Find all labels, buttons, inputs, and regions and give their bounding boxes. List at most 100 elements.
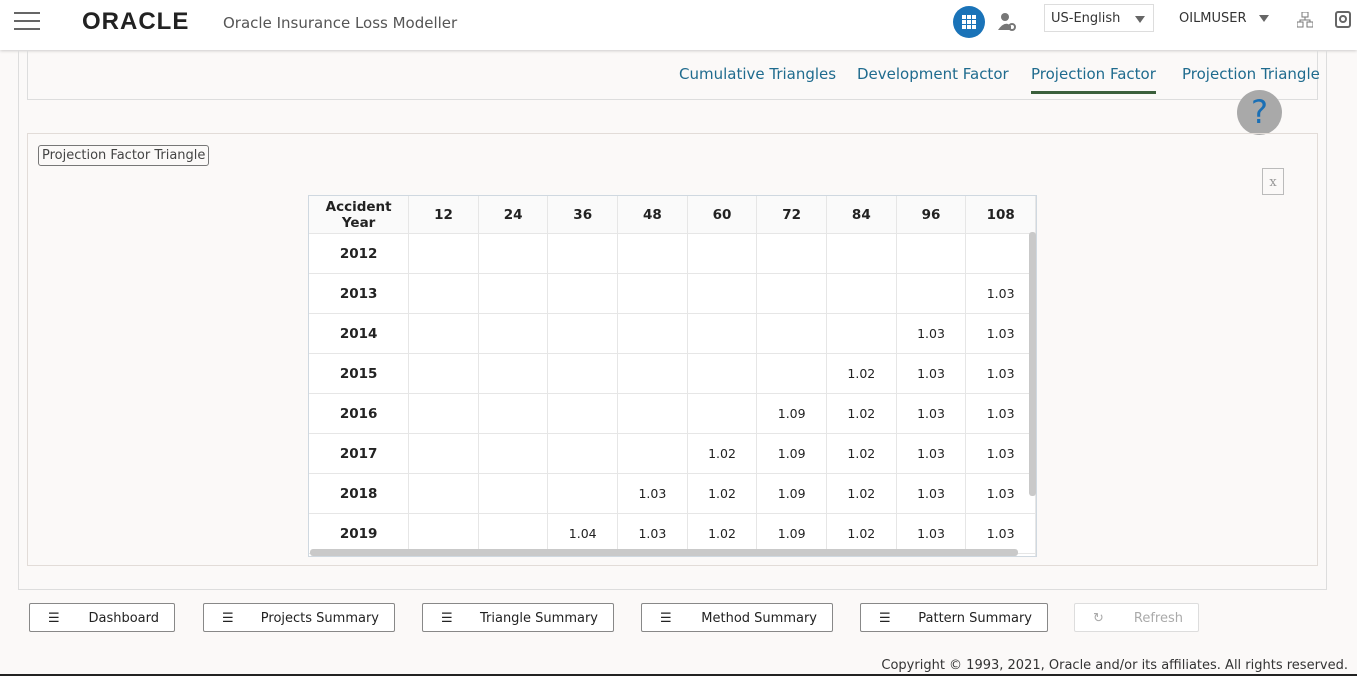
table-row: 2014 1.03 1.03 [309, 313, 1036, 354]
cell: 1.02 [687, 473, 758, 514]
export-excel-icon[interactable]: x [1262, 168, 1284, 195]
language-select[interactable]: US-English [1044, 4, 1154, 32]
refresh-icon: ↻ [1093, 611, 1104, 626]
menu-icon[interactable] [14, 10, 40, 32]
cell [478, 513, 549, 554]
cell: 1.09 [756, 473, 827, 514]
button-label: Triangle Summary [479, 611, 598, 626]
button[interactable]: ☰ Method Summary [641, 603, 833, 632]
table-row: 2016 1.09 1.02 1.03 1.03 [309, 393, 1036, 434]
cell [478, 273, 549, 314]
user-menu[interactable]: OILMUSER [1179, 11, 1269, 26]
column-header: 48 [617, 196, 688, 234]
app-title: Oracle Insurance Loss Modeller [223, 14, 458, 32]
cell [408, 433, 479, 474]
button[interactable]: ☰ Pattern Summary [860, 603, 1048, 632]
hierarchy-icon[interactable] [1297, 12, 1313, 28]
row-header: 2013 [309, 273, 410, 314]
row-header: 2018 [309, 473, 410, 514]
cell [547, 473, 619, 514]
column-header: 12 [408, 196, 479, 234]
table-row: 2013 1.03 [309, 273, 1036, 314]
cell [896, 273, 967, 314]
apps-icon[interactable] [953, 6, 985, 38]
cell: 1.02 [826, 353, 897, 394]
button-label: Pattern Summary [918, 611, 1032, 626]
cell: 1.03 [896, 353, 967, 394]
cell [408, 233, 479, 274]
user-name: OILMUSER [1179, 11, 1247, 26]
header: ORACLE Oracle Insurance Loss Modeller US… [0, 0, 1357, 50]
column-header: 24 [478, 196, 549, 234]
cell [756, 233, 827, 274]
cell: 1.03 [965, 353, 1036, 394]
list-icon: ☰ [48, 611, 60, 626]
content-frame [18, 50, 1327, 590]
column-header: 72 [756, 196, 827, 234]
cell: 1.03 [965, 473, 1036, 514]
vertical-scrollbar[interactable] [1029, 232, 1036, 496]
cell [547, 273, 619, 314]
cell: 1.09 [756, 433, 827, 474]
cell [547, 433, 619, 474]
horizontal-scrollbar[interactable] [310, 549, 1018, 556]
user-settings-icon[interactable] [998, 12, 1016, 32]
row-header: 2012 [309, 233, 410, 274]
header-row: Accident Year 12 24 36 48 60 72 84 96 108 [309, 196, 1036, 234]
cell [478, 233, 549, 274]
cell: 1.02 [826, 513, 897, 554]
button-label: Dashboard [88, 611, 159, 626]
cell: 1.03 [965, 433, 1036, 474]
cell [617, 233, 688, 274]
row-header: 2014 [309, 313, 410, 354]
cell [408, 393, 479, 434]
button-label: Projects Summary [260, 611, 379, 626]
cell [826, 233, 897, 274]
button[interactable]: ☰ Triangle Summary [422, 603, 614, 632]
cell [478, 433, 549, 474]
cell: 1.03 [965, 393, 1036, 434]
cell [547, 233, 619, 274]
panel-title: Projection Factor Triangle [38, 145, 210, 166]
cell [687, 233, 758, 274]
column-header: Accident Year [309, 196, 410, 234]
cell: 1.09 [756, 393, 827, 434]
logout-icon[interactable] [1335, 11, 1351, 28]
row-header: 2016 [309, 393, 410, 434]
cell [687, 273, 758, 314]
cell [617, 433, 688, 474]
list-icon: ☰ [441, 611, 453, 626]
cell [617, 353, 688, 394]
cell [756, 273, 827, 314]
button: ↻ Refresh [1074, 603, 1199, 632]
cell [408, 353, 479, 394]
cell [478, 473, 549, 514]
cell [826, 273, 897, 314]
cell [547, 393, 619, 434]
tab[interactable]: Development Factor [857, 65, 1009, 83]
cell: 1.03 [617, 473, 688, 514]
row-header: 2017 [309, 433, 410, 474]
language: US-English [1051, 11, 1121, 26]
cell: 1.03 [896, 393, 967, 434]
tab[interactable]: Cumulative Triangles [679, 65, 837, 83]
table-row: 2015 1.02 1.03 1.03 [309, 353, 1036, 394]
cell: 1.09 [756, 513, 827, 554]
cell [896, 233, 967, 274]
tab[interactable]: Projection Triangle [1182, 65, 1320, 83]
cell [478, 393, 549, 434]
button-label: Method Summary [701, 611, 817, 626]
cell [547, 353, 619, 394]
help-button[interactable]: ? [1237, 90, 1282, 135]
button[interactable]: ☰ Dashboard [29, 603, 175, 632]
tab[interactable]: Projection Factor [1031, 65, 1156, 94]
cell [826, 313, 897, 354]
cell [408, 313, 479, 354]
cell [965, 233, 1036, 274]
cell: 1.03 [896, 433, 967, 474]
button[interactable]: ☰ Projects Summary [203, 603, 395, 632]
cell [408, 513, 479, 554]
list-icon: ☰ [222, 611, 234, 626]
cell: 1.03 [896, 313, 967, 354]
